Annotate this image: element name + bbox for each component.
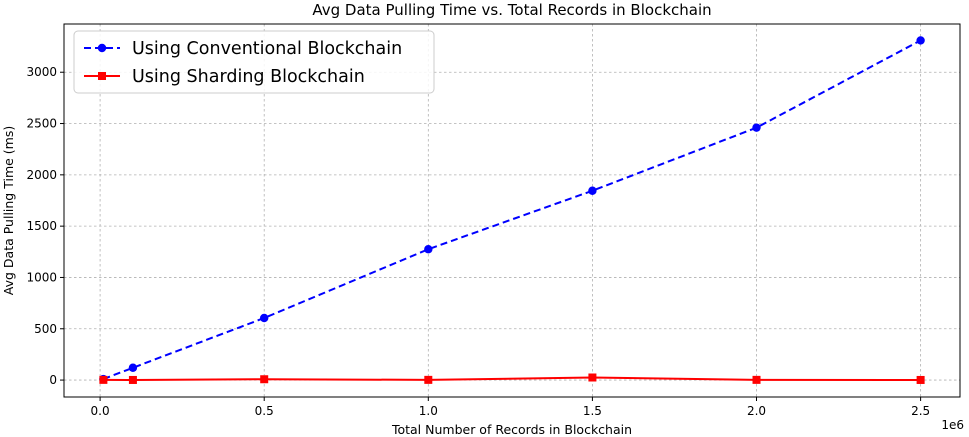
- data-point: [424, 375, 433, 384]
- data-point: [424, 245, 433, 254]
- data-point: [916, 36, 925, 45]
- data-point: [128, 375, 137, 384]
- data-point: [916, 375, 925, 384]
- legend-items: Using Conventional Blockchain Using Shard…: [84, 39, 402, 87]
- x-tick-label: 0.5: [255, 404, 274, 418]
- legend-marker: [97, 43, 107, 53]
- y-tick-label: 3000: [26, 65, 57, 79]
- y-tick-label: 2000: [26, 168, 57, 182]
- x-tick-label: 1.0: [419, 404, 438, 418]
- series-layer: [99, 36, 925, 384]
- x-tick-label: 2.0: [747, 404, 766, 418]
- legend-item: Using Sharding Blockchain: [84, 67, 365, 87]
- data-point: [128, 363, 138, 372]
- data-point: [588, 186, 597, 195]
- x-tick-label: 1.5: [583, 404, 602, 418]
- legend-marker: [98, 72, 106, 80]
- legend-box: [73, 30, 435, 94]
- legend-label: Using Sharding Blockchain: [132, 67, 365, 87]
- x-axis-offset-label: 1e6: [941, 418, 964, 432]
- data-point: [260, 375, 269, 384]
- x-tick-label: 0.0: [91, 404, 110, 418]
- chart-title: Avg Data Pulling Time vs. Total Records …: [312, 1, 711, 19]
- data-point: [99, 375, 108, 384]
- y-tick-label: 1500: [26, 219, 57, 233]
- legend: Using Conventional Blockchain Using Shard…: [73, 30, 435, 94]
- data-point: [260, 313, 269, 323]
- data-point: [752, 375, 761, 384]
- y-tick-label: 1000: [26, 270, 57, 284]
- ticks: 0.0 0.5 1.0 1.5 2.0 2.5 0 500 1000 1500 2000 2500 30…: [26, 65, 930, 418]
- x-axis-label: Total Number of Records in Blockchain: [391, 422, 632, 437]
- x-tick-label: 2.5: [911, 404, 930, 418]
- y-tick-label: 0: [49, 373, 57, 387]
- data-point: [752, 123, 761, 132]
- y-tick-label: 2500: [26, 117, 57, 131]
- y-tick-label: 500: [34, 322, 57, 336]
- data-point: [588, 373, 597, 382]
- series-sharding: [99, 373, 925, 384]
- y-axis-label: Avg Data Pulling Time (ms): [1, 126, 16, 295]
- plot-frame: [63, 23, 961, 398]
- legend-item: Using Conventional Blockchain: [84, 39, 402, 59]
- legend-label: Using Conventional Blockchain: [132, 39, 402, 59]
